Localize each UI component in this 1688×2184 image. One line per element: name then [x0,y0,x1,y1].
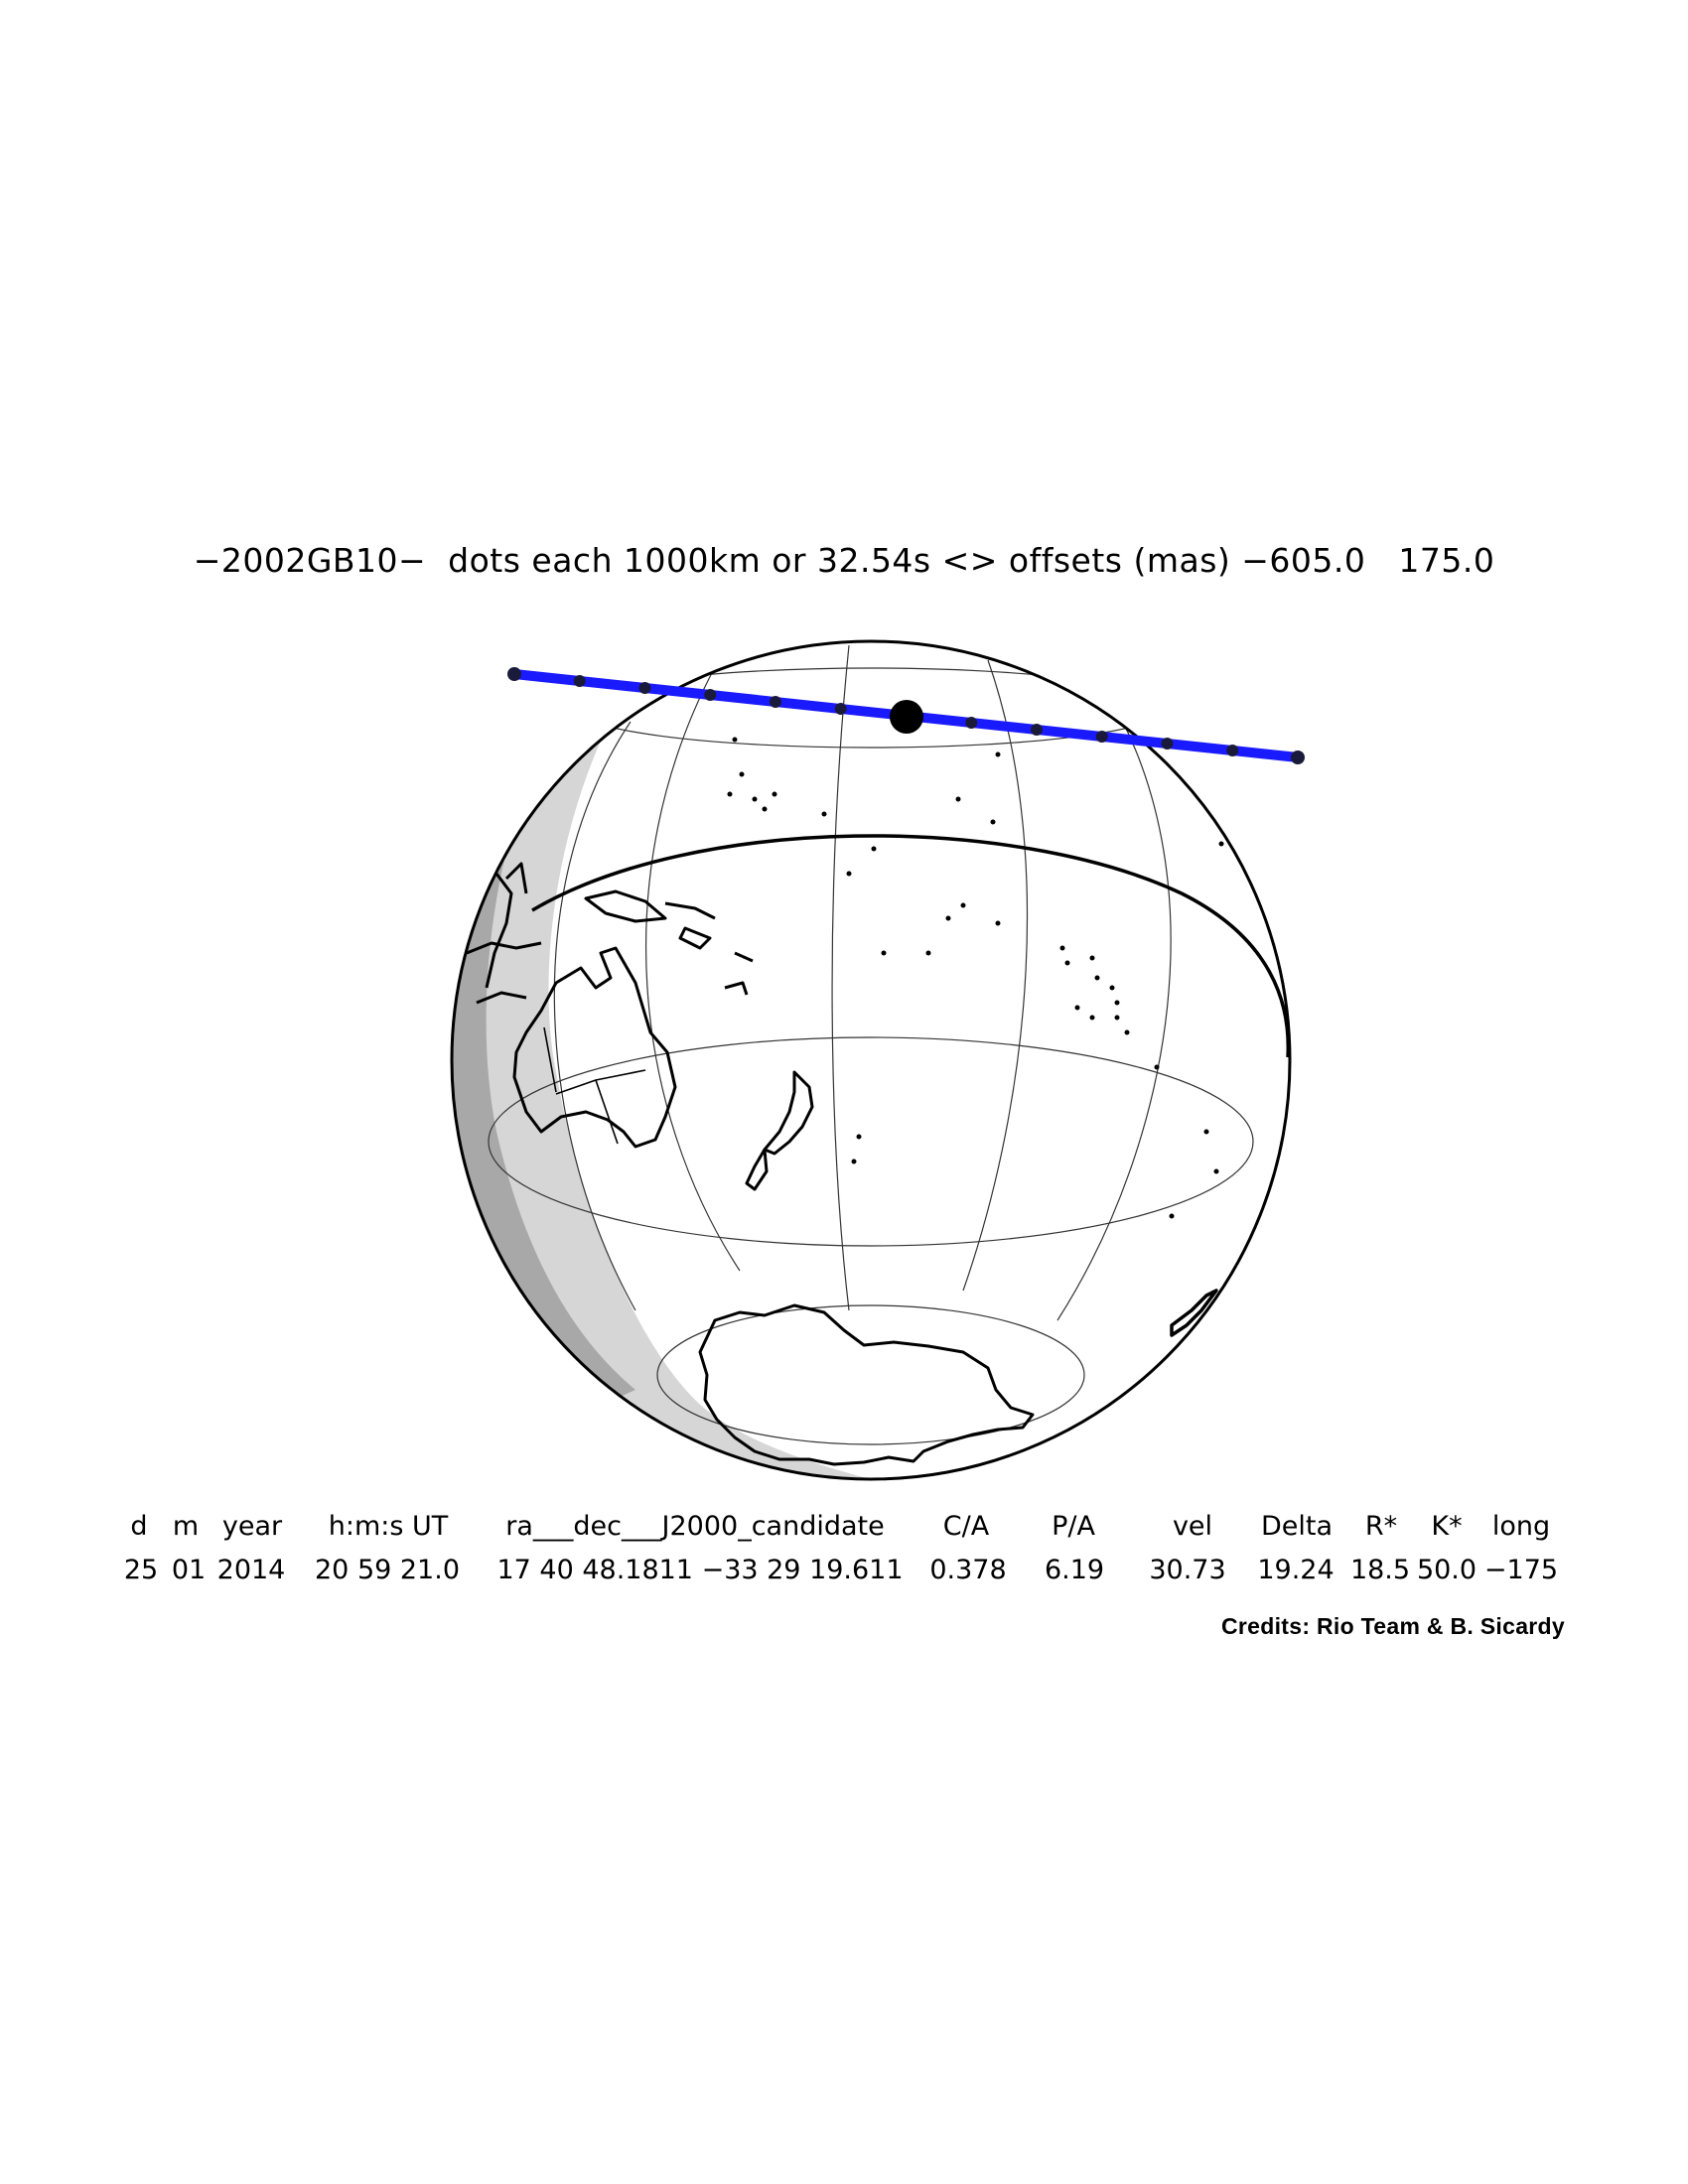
track-dot [1031,724,1043,736]
track-dot [507,667,521,681]
track-dot [1226,745,1239,756]
value-m: 01 [171,1555,207,1585]
island-speck [881,950,887,956]
value-time: 20 59 21.0 [315,1555,460,1585]
island-speck [851,1159,857,1164]
island-speck [732,737,738,743]
equator-line [531,834,1290,1058]
island-speck [1213,1168,1219,1174]
island-speck [1064,960,1070,966]
new-zealand-coast [763,1070,814,1156]
island-speck [1154,1064,1160,1070]
island-speck [821,811,827,817]
island-speck [772,791,777,797]
island-speck [925,950,931,956]
col-header-radec: ra___dec___J2000_candidate [505,1511,885,1542]
col-header-long: long [1491,1511,1551,1542]
island-speck [1089,1015,1095,1021]
value-radec: 17 40 48.1811 −33 29 19.611 [496,1555,904,1585]
col-header-time: h:m:s UT [328,1511,449,1542]
value-long: −175 [1483,1555,1559,1585]
map-title: −2002GB10− dots each 1000km or 32.54s <>… [193,541,1495,580]
col-header-d: d [130,1511,148,1542]
track-dot [1161,738,1174,750]
value-rstar: 18.5 [1349,1555,1411,1585]
island-speck [1124,1029,1130,1035]
ephemeris-table: d m year h:m:s UT ra___dec___J2000_candi… [0,1511,1688,1598]
globe-disc [452,641,1290,1479]
value-d: 25 [123,1555,159,1585]
island-speck [1089,955,1095,961]
value-year: 2014 [216,1555,286,1585]
track-dot [1095,731,1108,743]
track-dot [965,717,978,729]
island-speck [1114,1000,1120,1006]
col-header-kstar: K* [1431,1511,1463,1542]
island-speck [752,796,758,802]
island-speck [1169,1213,1175,1219]
col-header-pa: P/A [1052,1511,1095,1542]
value-kstar: 50.0 [1416,1555,1477,1585]
track-dot [573,675,586,687]
island-speck [871,846,877,852]
ephemeris-value-row: 25 01 2014 20 59 21.0 17 40 48.1811 −33 … [0,1555,1688,1598]
closest-approach-marker [890,700,923,734]
col-header-year: year [221,1511,283,1542]
ephemeris-header-row: d m year h:m:s UT ra___dec___J2000_candi… [0,1511,1688,1555]
island-speck [856,1134,862,1140]
island-speck [960,902,966,908]
value-ca: 0.378 [929,1555,1007,1585]
island-speck [1218,841,1224,847]
island-speck [1074,1005,1080,1011]
island-speck [846,871,852,877]
island-speck [955,796,961,802]
australia-coast [512,946,677,1149]
credits-text: Credits: Rio Team & B. Sicardy [1221,1613,1565,1639]
island-speck [1059,945,1065,951]
island-speck [762,806,768,812]
antarctica-coast [698,1303,1035,1466]
island-speck [1094,975,1100,981]
value-pa: 6.19 [1044,1555,1105,1585]
track-dot [834,703,847,715]
value-vel: 30.73 [1149,1555,1226,1585]
island-speck [727,791,733,797]
globe-outline [450,639,1292,1481]
track-dot [1291,751,1305,764]
col-header-delta: Delta [1260,1511,1334,1542]
col-header-rstar: R* [1364,1511,1398,1542]
col-header-m: m [172,1511,200,1542]
island-speck [995,920,1001,926]
value-delta: 19.24 [1257,1555,1335,1585]
island-speck [739,771,745,777]
island-speck [945,915,951,921]
track-dot [704,689,717,701]
col-header-vel: vel [1172,1511,1213,1542]
island-speck [1203,1129,1209,1135]
island-speck [990,819,996,825]
pacific-islands [727,737,1224,1219]
island-speck [1109,985,1115,991]
island-speck [995,751,1001,757]
col-header-ca: C/A [942,1511,990,1542]
track-dot [638,682,651,694]
track-dot [770,696,781,708]
island-speck [1114,1015,1120,1021]
coastlines [466,862,1218,1466]
